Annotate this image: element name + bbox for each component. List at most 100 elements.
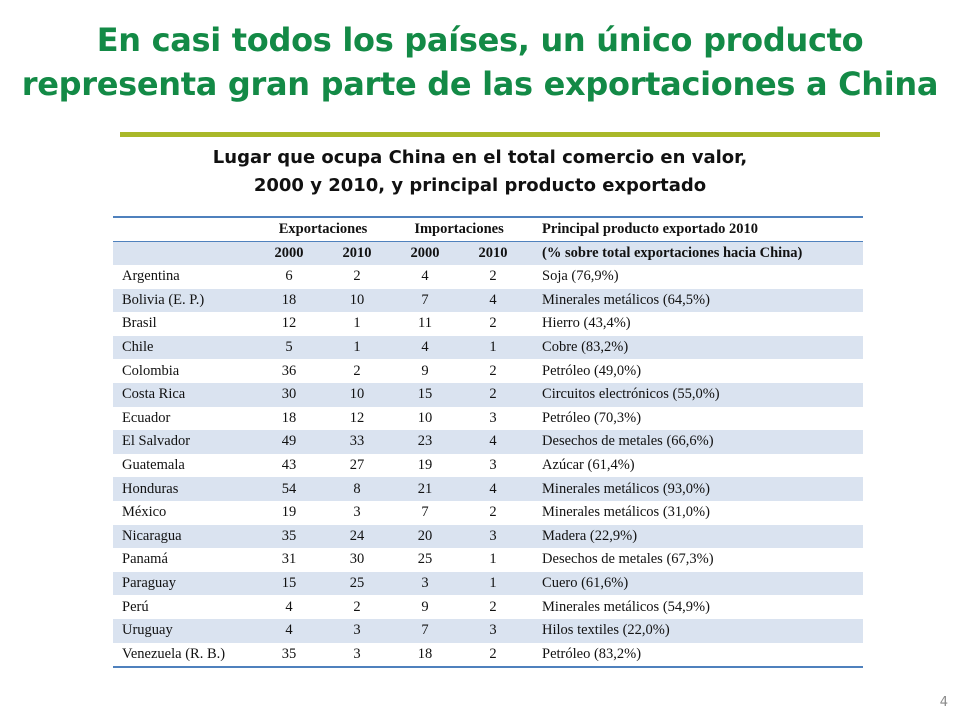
table-row: Argentina 6 2 4 2 Soja (76,9%) [113, 265, 863, 289]
cell-exports-2000: 5 [255, 335, 323, 360]
cell-exports-2000: 43 [281, 457, 297, 474]
cell-exports-2010: 30 [349, 551, 365, 568]
cell-country: Guatemala [122, 457, 185, 474]
cell-main-product: Petróleo (70,3%) [542, 409, 642, 426]
subheader-empty-cell [113, 241, 255, 265]
subheader-exports-2010: 2010 [323, 241, 392, 265]
header-main-product: Principal producto exportado 2010 [527, 217, 864, 242]
table-caption-line-1: Lugar que ocupa China en el total comerc… [212, 147, 748, 168]
cell-imports-2000: 9 [421, 598, 429, 615]
cell-imports-2010: 4 [459, 430, 528, 454]
cell-exports-2010: 3 [353, 645, 361, 662]
table-row: Panamá 31 30 25 1 Desechos de metales (67,3%) [113, 548, 863, 572]
cell-exports-2010: 24 [323, 524, 392, 549]
cell-main-product: Minerales metálicos (31,0%) [542, 504, 710, 521]
table-row: Costa Rica 30 10 15 2 Circuitos electrónicos … [113, 382, 864, 407]
cell-exports-2010: 12 [349, 409, 365, 426]
cell-country: Ecuador [122, 409, 171, 426]
subheader-imports-2000: 2000 [391, 241, 460, 265]
cell-exports-2000: 35 [255, 524, 323, 549]
cell-imports-2010: 3 [459, 524, 528, 549]
cell-country: Venezuela (R. B.) [122, 645, 226, 662]
cell-country: Brasil [122, 315, 157, 332]
table-row: México 19 3 7 2 Minerales metálicos (31,0%) [113, 501, 863, 525]
cell-country: Paraguay [113, 571, 255, 596]
header-exports: Exportaciones [255, 217, 392, 242]
cell-exports-2010: 3 [353, 504, 361, 521]
table-group-header-row: Exportaciones Importaciones Principal pr… [113, 217, 864, 242]
cell-country: Perú [122, 598, 149, 615]
cell-imports-2010: 2 [489, 362, 497, 379]
cell-main-product: Minerales metálicos (54,9%) [542, 598, 710, 615]
cell-imports-2010: 2 [459, 382, 528, 407]
cell-country: Uruguay [113, 618, 255, 643]
cell-imports-2010: 2 [489, 598, 497, 615]
cell-imports-2010: 2 [489, 645, 497, 662]
cell-exports-2010: 3 [323, 618, 392, 643]
table-row: Chile 5 1 4 1 Cobre (83,2%) [113, 335, 864, 360]
cell-country: México [122, 504, 167, 521]
cell-country: Bolivia (E. P.) [113, 288, 255, 313]
cell-imports-2010: 3 [459, 618, 528, 643]
cell-exports-2000: 18 [255, 288, 323, 313]
slide-title-line-1: En casi todos los países, un único produ… [96, 21, 864, 59]
cell-exports-2010: 1 [323, 335, 392, 360]
cell-exports-2000: 49 [255, 430, 323, 454]
cell-imports-2010: 3 [489, 409, 497, 426]
cell-country: Nicaragua [113, 524, 255, 549]
cell-country: Costa Rica [113, 382, 255, 407]
cell-imports-2000: 9 [421, 362, 429, 379]
cell-exports-2000: 4 [255, 618, 323, 643]
table-subheader-row: 2000 2010 2000 2010 (% sobre total expor… [113, 241, 864, 265]
cell-exports-2010: 1 [353, 315, 361, 332]
cell-exports-2000: 19 [281, 504, 297, 521]
cell-imports-2000: 19 [417, 457, 433, 474]
cell-main-product: Soja (76,9%) [542, 268, 619, 285]
cell-country: Colombia [122, 362, 180, 379]
cell-exports-2010: 33 [323, 430, 392, 454]
cell-exports-2000: 4 [285, 598, 293, 615]
cell-exports-2010: 27 [349, 457, 365, 474]
table-row: Ecuador 18 12 10 3 Petróleo (70,3%) [113, 407, 863, 431]
cell-exports-2000: 15 [255, 571, 323, 596]
cell-exports-2000: 18 [281, 409, 297, 426]
cell-main-product: Petróleo (49,0%) [542, 362, 642, 379]
cell-imports-2010: 4 [459, 288, 528, 313]
slide-title-line-2: representa gran parte de las exportacion… [21, 65, 939, 103]
cell-imports-2000: 25 [417, 551, 433, 568]
cell-imports-2000: 15 [391, 382, 460, 407]
table-caption: Lugar que ocupa China en el total comerc… [0, 144, 960, 200]
cell-exports-2010: 10 [323, 382, 392, 407]
slide-title: En casi todos los países, un único produ… [0, 18, 960, 106]
subheader-imports-2010: 2010 [459, 241, 528, 265]
cell-exports-2000: 36 [281, 362, 297, 379]
cell-imports-2010: 2 [489, 315, 497, 332]
cell-country: Chile [113, 335, 255, 360]
cell-imports-2010: 2 [489, 268, 497, 285]
cell-imports-2010: 3 [489, 457, 497, 474]
cell-main-product: Desechos de metales (66,6%) [527, 430, 864, 454]
table-row: Perú 4 2 9 2 Minerales metálicos (54,9%) [113, 595, 863, 619]
cell-imports-2000: 7 [421, 504, 429, 521]
cell-exports-2010: 10 [323, 288, 392, 313]
table-row: Colombia 36 2 9 2 Petróleo (49,0%) [113, 359, 863, 383]
table-caption-line-2: 2000 y 2010, y principal producto export… [253, 175, 707, 196]
table-row: El Salvador 49 33 23 4 Desechos de metales (6… [113, 430, 864, 454]
cell-imports-2010: 4 [459, 477, 528, 501]
cell-main-product: Madera (22,9%) [527, 524, 864, 549]
cell-main-product: Hilos textiles (22,0%) [527, 618, 864, 643]
cell-imports-2000: 4 [391, 335, 460, 360]
cell-exports-2000: 30 [255, 382, 323, 407]
table-row: Honduras 54 8 21 4 Minerales metálicos (93,0%… [113, 477, 864, 501]
cell-exports-2000: 54 [255, 477, 323, 501]
cell-exports-2000: 31 [281, 551, 297, 568]
cell-main-product: Circuitos electrónicos (55,0%) [527, 382, 864, 407]
table-row: Paraguay 15 25 3 1 Cuero (61,6%) [113, 571, 864, 596]
cell-country: El Salvador [113, 430, 255, 454]
cell-imports-2000: 21 [391, 477, 460, 501]
trade-table-container: Exportaciones Importaciones Principal pr… [113, 216, 864, 669]
table-row: Guatemala 43 27 19 3 Azúcar (61,4%) [113, 454, 863, 478]
cell-main-product: Azúcar (61,4%) [542, 457, 635, 474]
trade-table: Exportaciones Importaciones Principal pr… [113, 216, 864, 669]
cell-exports-2010: 2 [353, 268, 361, 285]
